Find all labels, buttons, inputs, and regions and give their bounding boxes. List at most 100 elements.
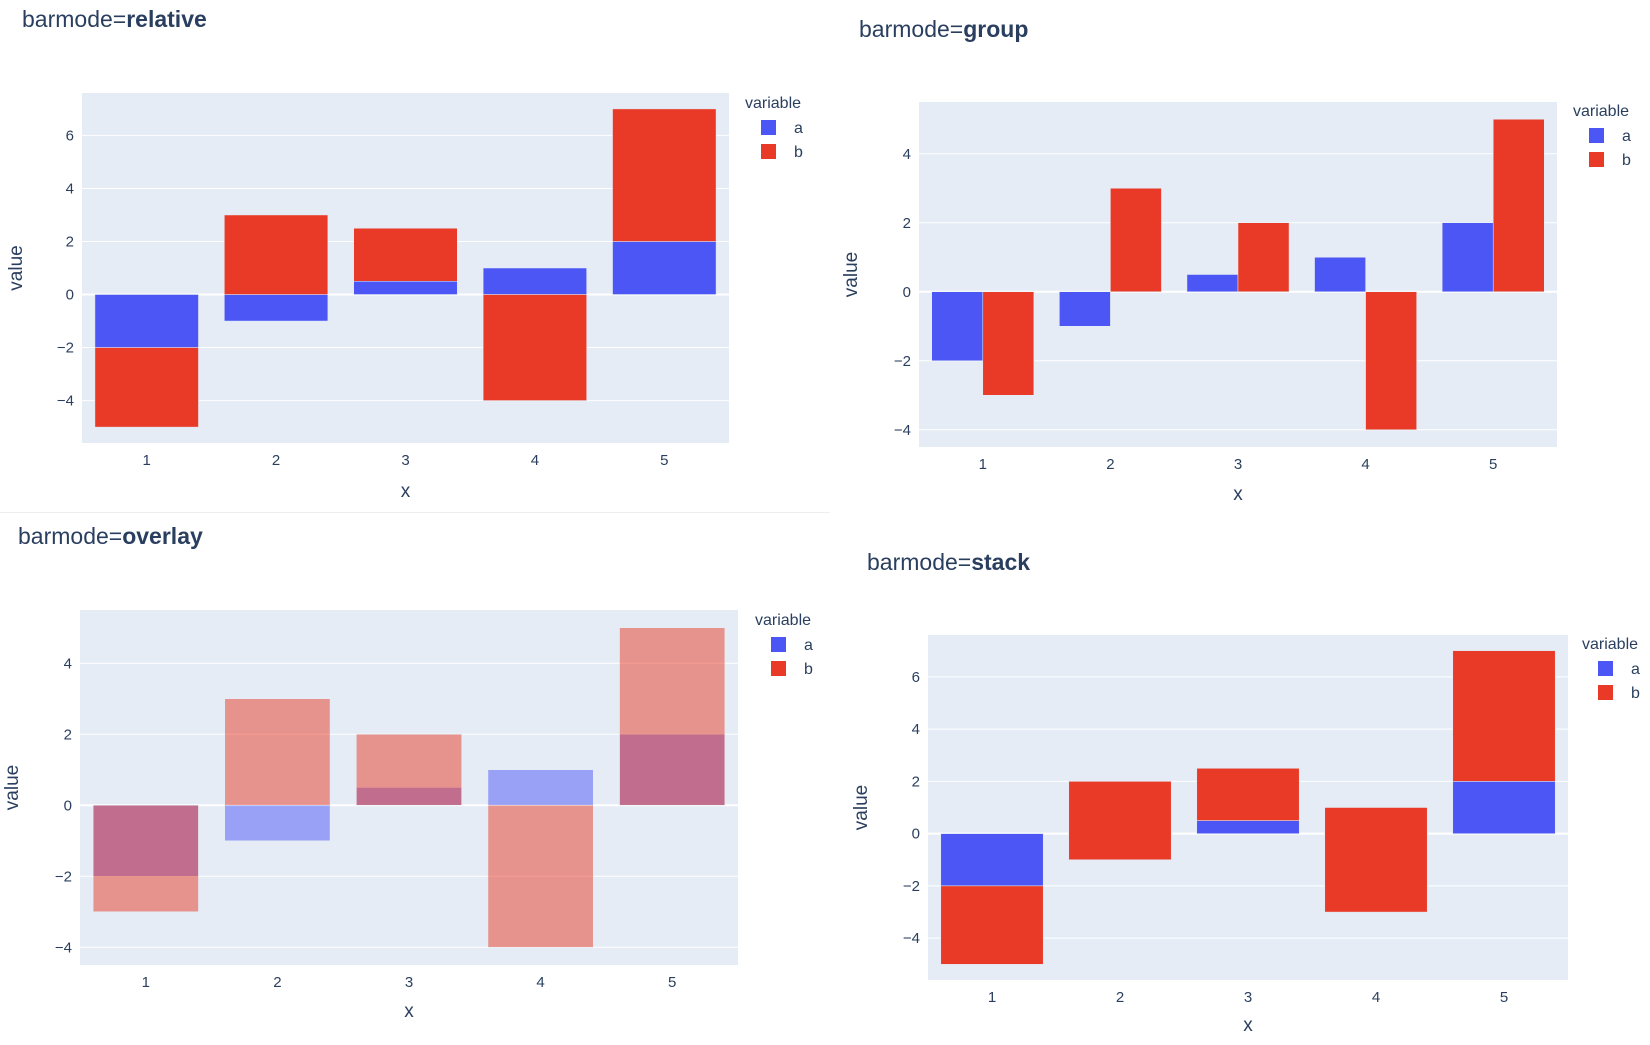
bar-b-1 (982, 291, 1035, 396)
chart-panel-group: barmode=group −4 −2 0 2 4 1 2 3 4 5 x value variable… (825, 0, 1650, 510)
bar-a-3 (1186, 274, 1239, 292)
legend-label-a: a (1631, 661, 1640, 678)
y-tick-label: −4 (57, 393, 74, 410)
bar-chart-group: −4 −2 0 2 4 1 2 3 4 5 x value variable ab (841, 102, 1631, 505)
y-tick-label: 4 (66, 180, 74, 197)
bar-a-5 (1452, 781, 1556, 834)
legend-label-a: a (804, 637, 813, 654)
y-tick-label: 0 (66, 287, 74, 304)
legend-title: variable (755, 612, 811, 629)
x-tick-label: 3 (405, 974, 413, 991)
bar-b-1 (92, 805, 199, 912)
x-tick-label: 2 (273, 974, 281, 991)
y-tick-label: 0 (903, 284, 911, 301)
bar-b-1 (94, 347, 199, 428)
chart-panel-stack: barmode=stack −4 −2 0 2 4 6 1 2 3 4 5 x value variabl… (825, 515, 1650, 1040)
chart-title-prefix: barmode= (859, 16, 964, 42)
chart-panel-overlay: barmode=overlay −4 −2 0 2 4 1 2 3 4 5 x value variab… (0, 515, 825, 1040)
y-tick-label: 6 (66, 127, 74, 144)
x-tick-label: 2 (272, 452, 280, 469)
y-tick-label: 0 (64, 797, 72, 814)
legend-swatch-b (771, 661, 786, 676)
bar-a-5 (1441, 222, 1494, 292)
bar-b-1 (940, 885, 1044, 965)
chart-title-mode: group (963, 16, 1029, 42)
bar-chart-overlay: −4 −2 0 2 4 1 2 3 4 5 x value variable ab (2, 610, 813, 1022)
bar-a-4 (1314, 257, 1366, 292)
x-axis-title: x (401, 481, 411, 502)
bar-b-3 (356, 734, 462, 806)
y-axis-title: value (841, 252, 862, 297)
y-tick-label: 4 (903, 146, 911, 163)
bar-b-5 (619, 627, 726, 806)
legend-title: variable (1582, 636, 1638, 653)
y-tick-label: −4 (894, 422, 911, 439)
y-axis-title: value (6, 245, 27, 290)
y-tick-label: −4 (903, 930, 920, 947)
legend-label-b: b (794, 144, 803, 161)
bar-chart-stack: −4 −2 0 2 4 6 1 2 3 4 5 x value variable ab (851, 635, 1640, 1036)
bar-a-1 (931, 291, 984, 361)
legend-swatch-b (1598, 685, 1613, 700)
bar-b-4 (487, 805, 594, 948)
chart-title: barmode=group (859, 16, 1028, 43)
x-axis-title: x (404, 1001, 414, 1022)
legend-swatch-b (761, 144, 776, 159)
bar-b-5 (1452, 650, 1556, 782)
bar-b-3 (353, 227, 458, 282)
y-tick-label: 2 (912, 773, 920, 790)
x-tick-label: 5 (1500, 989, 1508, 1006)
bar-b-3 (1237, 222, 1290, 292)
x-tick-label: 4 (1372, 989, 1380, 1006)
x-tick-label: 4 (536, 974, 544, 991)
legend-swatch-a (1598, 661, 1613, 676)
bar-a-5 (612, 241, 717, 295)
legend-title: variable (1573, 103, 1629, 120)
y-tick-label: 2 (903, 215, 911, 232)
bar-b-2 (224, 698, 331, 806)
bar-b-3 (1196, 768, 1300, 821)
x-tick-label: 1 (988, 989, 996, 1006)
bar-b-4 (1365, 291, 1417, 430)
bar-a-3 (1196, 820, 1300, 834)
x-tick-label: 3 (1244, 989, 1252, 1006)
x-tick-label: 3 (1234, 456, 1242, 473)
legend-label-b: b (1631, 685, 1640, 702)
x-tick-label: 1 (142, 974, 150, 991)
bar-a-2 (224, 805, 331, 841)
chart-title-mode: stack (971, 549, 1031, 575)
bar-a-4 (482, 267, 587, 295)
bar-a-1 (940, 833, 1044, 887)
x-tick-label: 1 (143, 452, 151, 469)
x-axis-title: x (1243, 1015, 1253, 1036)
x-axis-title: x (1233, 484, 1243, 505)
bar-b-2 (1110, 188, 1162, 292)
y-tick-label: −2 (57, 340, 74, 357)
y-axis-title: value (2, 765, 23, 810)
bar-chart-relative: −4 −2 0 2 4 6 1 2 3 4 5 x value variable ab (6, 93, 803, 502)
y-tick-label: 2 (66, 233, 74, 250)
x-tick-label: 2 (1116, 989, 1124, 1006)
x-tick-label: 5 (668, 974, 676, 991)
chart-panel-relative: barmode=relative −4 −2 0 2 4 6 1 2 3 4 5 x value vari… (0, 0, 825, 510)
y-tick-label: −4 (55, 939, 72, 956)
chart-title-prefix: barmode= (22, 6, 127, 32)
x-tick-label: 4 (531, 452, 539, 469)
y-tick-label: 2 (64, 726, 72, 743)
bar-a-1 (94, 294, 199, 348)
bar-a-2 (1059, 291, 1111, 327)
legend-title: variable (745, 95, 801, 112)
legend-swatch-a (771, 637, 786, 652)
chart-title-prefix: barmode= (867, 549, 972, 575)
legend-swatch-a (1589, 128, 1604, 143)
legend-label-a: a (794, 120, 803, 137)
y-tick-label: 4 (912, 721, 920, 738)
bar-b-4 (1324, 807, 1428, 913)
y-tick-label: −2 (894, 353, 911, 370)
legend-swatch-b (1589, 152, 1604, 167)
chart-title-prefix: barmode= (18, 523, 123, 549)
bar-b-2 (1068, 781, 1172, 861)
y-tick-label: −2 (903, 878, 920, 895)
y-tick-label: 0 (912, 826, 920, 843)
x-tick-label: 2 (1106, 456, 1114, 473)
